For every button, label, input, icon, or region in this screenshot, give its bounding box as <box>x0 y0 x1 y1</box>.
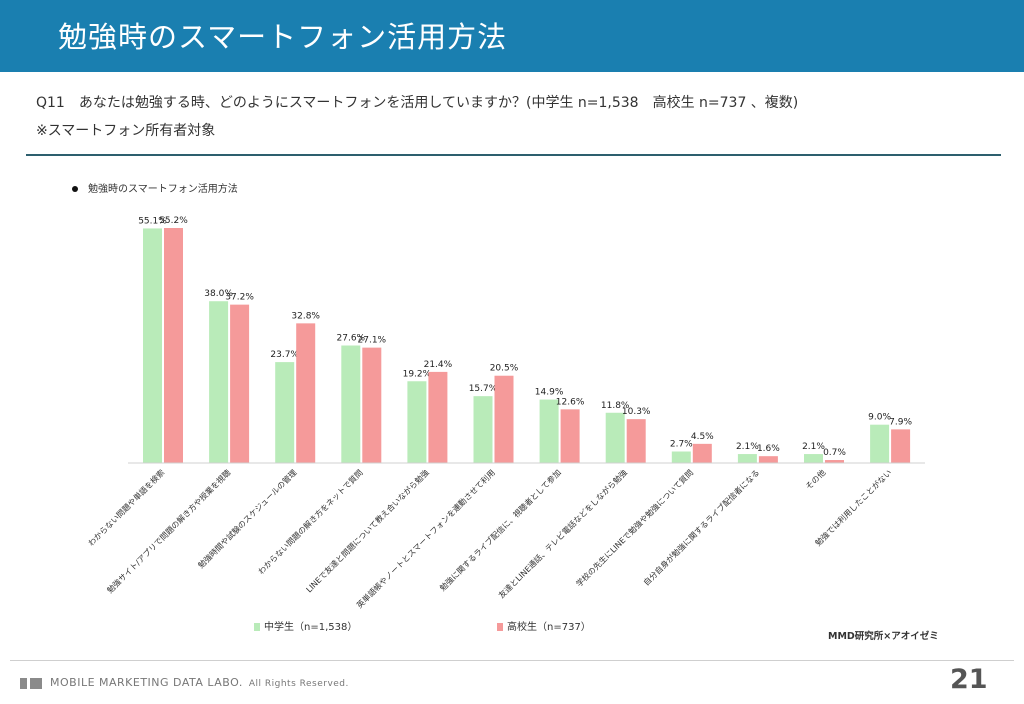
data-label-middle: 19.2% <box>403 369 432 379</box>
category-label: 自分自身が勉強に関するライブ配信者になる <box>641 467 761 587</box>
legend-swatch-middle <box>254 623 260 631</box>
footer-brand-name: MOBILE MARKETING DATA LABO. <box>50 676 243 689</box>
data-label-middle: 38.0% <box>204 289 233 299</box>
target-note: ※スマートフォン所有者対象 <box>36 123 216 139</box>
page-number: 21 <box>950 664 988 695</box>
data-label-high: 12.6% <box>556 397 585 407</box>
chart-heading: 勉強時のスマートフォン活用方法 <box>72 180 238 195</box>
bar-middle <box>275 362 295 463</box>
legend-swatch-high <box>497 623 503 631</box>
data-label-middle: 11.8% <box>601 401 630 411</box>
data-label-middle: 23.7% <box>270 350 299 360</box>
data-label-high: 27.1% <box>358 336 387 346</box>
data-label-middle: 55.1% <box>138 216 167 226</box>
category-label: 学校の先生にLINEで勉強や勉強について質問 <box>574 467 695 588</box>
bar-middle <box>473 396 493 463</box>
bar-high <box>626 419 646 463</box>
bar-high <box>825 460 844 463</box>
bar-high <box>362 347 382 463</box>
footer-rights: All Rights Reserved. <box>248 679 349 689</box>
data-label-high: 21.4% <box>424 360 453 370</box>
section-divider <box>26 154 1001 156</box>
mmd-logo-icon <box>20 677 42 689</box>
category-label: 勉強では利用したことがない <box>813 467 894 548</box>
bar-middle <box>804 454 823 463</box>
bar-middle <box>407 381 427 463</box>
data-label-high: 10.3% <box>622 407 651 417</box>
bar-high <box>560 409 580 463</box>
category-label: わからない問題や単語を検索 <box>86 467 167 548</box>
bullet-icon <box>72 186 78 192</box>
data-label-high: 20.5% <box>490 364 519 374</box>
footer-divider <box>10 660 1014 661</box>
category-label: LINEで友達と問題について教え合いながら勉強 <box>304 467 431 594</box>
bar-high <box>758 456 778 463</box>
bar-middle <box>341 345 361 463</box>
category-label: その他 <box>803 467 827 491</box>
legend-label-high: 高校生（n=737） <box>507 622 591 633</box>
bar-high <box>164 228 183 463</box>
bar-high <box>296 323 316 463</box>
bar-high <box>692 443 712 463</box>
bar-high <box>428 371 448 463</box>
category-label: 勉強に関するライブ配信に、視聴者として参加 <box>437 467 563 593</box>
category-label: わからない問題の解き方をネットで質問 <box>256 467 365 576</box>
legend-item-middle: 中学生（n=1,538） <box>254 618 357 633</box>
question-text: Q11 あなたは勉強する時、どのようにスマートフォンを活用していますか？(中学生… <box>36 95 799 111</box>
bar-high <box>891 429 911 463</box>
legend-label-middle: 中学生（n=1,538） <box>264 622 358 633</box>
bar-middle <box>870 424 890 463</box>
legend-item-high: 高校生（n=737） <box>497 618 591 633</box>
category-label: 英単語帳やノートとスマートフォンを連動させて利用 <box>354 467 497 610</box>
data-label-high: 32.8% <box>291 311 320 321</box>
bar-middle <box>737 454 757 463</box>
data-label-high: 0.7% <box>823 448 846 458</box>
bar-high <box>230 304 250 463</box>
bar-middle <box>143 228 162 463</box>
bar-high <box>494 375 514 463</box>
bar-middle <box>209 301 229 463</box>
data-label-middle: 15.7% <box>469 384 498 394</box>
data-label-high: 37.2% <box>225 293 254 303</box>
footer-brand: MOBILE MARKETING DATA LABO. All Rights Re… <box>20 676 349 689</box>
data-label-high: 1.6% <box>757 444 780 454</box>
title-bar: 勉強時のスマートフォン活用方法 <box>0 0 1024 72</box>
data-label-high: 55.2% <box>159 216 188 226</box>
data-label-middle: 14.9% <box>535 388 564 398</box>
data-label-middle: 2.7% <box>670 440 693 450</box>
data-label-middle: 9.0% <box>868 413 891 423</box>
bar-middle <box>605 412 625 463</box>
data-label-middle: 27.6% <box>337 334 366 344</box>
data-label-middle: 2.1% <box>802 442 825 452</box>
source-credit: MMD研究所×アオイゼミ <box>828 631 939 642</box>
page-title: 勉強時のスマートフォン活用方法 <box>58 20 508 54</box>
bar-middle <box>539 399 559 463</box>
chart-title: 勉強時のスマートフォン活用方法 <box>88 184 238 195</box>
data-label-high: 4.5% <box>691 432 714 442</box>
category-label: 友達とLINE通話、テレビ電話などをしながら勉強 <box>496 467 629 600</box>
data-label-middle: 2.1% <box>736 442 759 452</box>
category-label: 勉強サイト/アプリで問題の解き方や授業を視聴 <box>105 467 233 595</box>
data-label-high: 7.9% <box>889 417 912 427</box>
bar-middle <box>671 451 691 463</box>
